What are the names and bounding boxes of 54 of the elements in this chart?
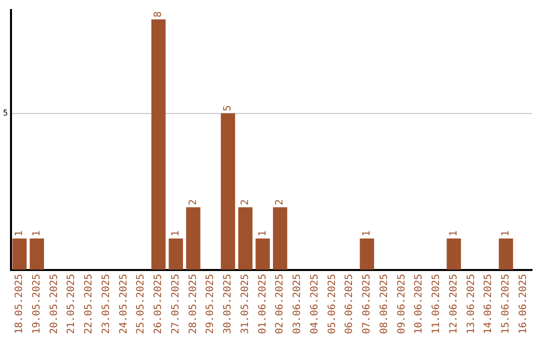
x-tick-label: 02.06.2025: [274, 274, 286, 334]
x-tick-label: 31.05.2025: [240, 274, 251, 334]
x-tick-label: 09.06.2025: [396, 274, 408, 334]
x-tick-label: 26.05.2025: [153, 274, 164, 334]
x-tick-label: 13.06.2025: [466, 274, 477, 334]
x-tick-label: 10.06.2025: [414, 274, 425, 334]
x-tick-label: 04.06.2025: [309, 274, 320, 334]
x-tick-label: 21.05.2025: [66, 274, 78, 334]
bar: [256, 238, 270, 270]
x-tick-label: 22.05.2025: [84, 274, 95, 334]
x-tick-label: 15.06.2025: [500, 274, 512, 334]
x-tick-label: 12.06.2025: [448, 274, 460, 334]
bar: [498, 238, 514, 270]
bar: [12, 238, 27, 270]
x-tick-label: 05.06.2025: [326, 274, 338, 334]
x-tick-label: 03.06.2025: [292, 274, 304, 334]
x-tick-label: 01.06.2025: [257, 274, 268, 334]
data-label: 2: [188, 199, 199, 206]
x-tick-label: 30.05.2025: [222, 274, 234, 334]
bar: [238, 207, 252, 270]
data-label: 1: [362, 230, 373, 236]
data-label: 1: [257, 230, 268, 236]
bar: [360, 238, 374, 270]
x-tick-label: 16.06.2025: [518, 274, 529, 334]
data-label: 8: [153, 11, 164, 18]
bar: [220, 113, 236, 270]
x-tick-label: 27.05.2025: [170, 274, 182, 334]
x-tick-label: 29.05.2025: [205, 274, 216, 334]
data-label: 1: [14, 230, 26, 236]
bar: [30, 238, 44, 270]
x-tick-label: 25.05.2025: [136, 274, 147, 334]
data-label: 5: [222, 105, 234, 112]
x-tick-label: 20.05.2025: [48, 274, 60, 334]
bar: [151, 19, 166, 270]
data-label: 1: [448, 230, 460, 236]
data-label: 1: [500, 230, 512, 236]
x-tick-label: 08.06.2025: [378, 274, 390, 334]
data-label: 2: [240, 199, 251, 206]
x-tick-label: 28.05.2025: [188, 274, 199, 334]
x-tick-label: 06.06.2025: [344, 274, 356, 334]
x-tick-label: 23.05.2025: [100, 274, 112, 334]
bar: [446, 238, 461, 270]
x-tick-label: 11.06.2025: [431, 274, 442, 334]
x-tick-label: 24.05.2025: [118, 274, 130, 334]
x-tick-label: 07.06.2025: [362, 274, 373, 334]
x-tick-label: 14.06.2025: [483, 274, 494, 334]
bar: [186, 207, 200, 270]
bar: [168, 238, 183, 270]
x-tick-label: 18.05.2025: [14, 274, 26, 334]
data-label: 1: [170, 230, 182, 236]
data-label: 2: [274, 199, 286, 206]
bar: [272, 207, 288, 270]
x-tick-label: 19.05.2025: [31, 274, 42, 334]
data-label: 1: [31, 230, 42, 236]
